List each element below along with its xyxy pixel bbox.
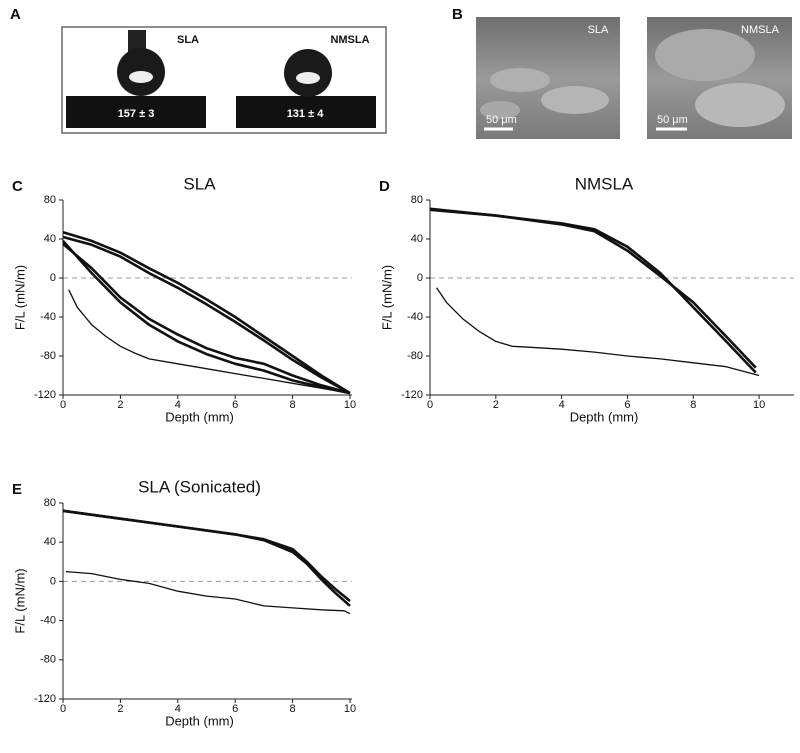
y-axis-label: F/L (mN/m) (12, 265, 27, 330)
panel-letter: A (10, 6, 21, 23)
x-axis-label: Depth (mm) (165, 409, 234, 424)
x-tick-label: 0 (60, 399, 66, 411)
needle (128, 30, 146, 54)
chart: E SLA (Sonicated) Depth (mm) F/L (mN/m) 0 2 4 6… (12, 477, 356, 728)
data-line (429, 208, 757, 369)
image-title: NMSLA (330, 34, 369, 46)
chart-title: SLA (Sonicated) (138, 477, 261, 496)
y-tick-label: 0 (417, 272, 423, 284)
data-line (62, 242, 351, 395)
x-axis-label: Depth (mm) (570, 409, 639, 424)
y-tick-label: 80 (411, 194, 423, 206)
x-tick-label: 2 (493, 399, 499, 411)
data-line (62, 509, 351, 603)
sem-feature (480, 101, 520, 119)
data-line (65, 570, 351, 615)
y-tick-label: -120 (34, 389, 56, 401)
x-tick-label: 4 (559, 399, 565, 411)
x-axis-label: Depth (mm) (165, 713, 234, 728)
x-tick-label: 8 (290, 703, 296, 715)
x-tick-label: 4 (175, 703, 181, 715)
sem-feature (541, 86, 609, 114)
y-tick-label: 40 (44, 233, 56, 245)
scale-bar-label: 50 μm (486, 114, 517, 126)
data-line (62, 235, 351, 395)
data-line (68, 289, 351, 394)
y-tick-label: -40 (40, 615, 56, 627)
contact-angle: 131 ± 4 (287, 108, 325, 120)
y-tick-label: -80 (407, 350, 423, 362)
scale-bar-label: 50 μm (657, 114, 688, 126)
y-tick-label: -120 (34, 693, 56, 705)
x-tick-label: 10 (753, 399, 765, 411)
image-title: SLA (588, 24, 609, 36)
y-axis-label: F/L (mN/m) (379, 265, 394, 330)
chart: D NMSLA Depth (mm) F/L (mN/m) 0 2 4 6 8 10 -120 -80… (379, 174, 794, 424)
y-tick-label: 0 (50, 575, 56, 587)
y-tick-label: 0 (50, 272, 56, 284)
x-tick-label: 2 (117, 703, 123, 715)
y-tick-label: -120 (401, 389, 423, 401)
x-tick-label: 8 (690, 399, 696, 411)
data-line (436, 287, 760, 377)
y-tick-label: 80 (44, 194, 56, 206)
y-axis-label: F/L (mN/m) (12, 568, 27, 633)
y-tick-label: -40 (40, 311, 56, 323)
panel-a: A SLA 157 ± 3 NMSLA 131 ± 4 (10, 6, 387, 134)
droplet-highlight (129, 71, 153, 83)
x-tick-label: 6 (232, 703, 238, 715)
x-tick-label: 10 (344, 703, 356, 715)
x-tick-label: 8 (290, 399, 296, 411)
y-tick-label: -40 (407, 311, 423, 323)
droplet-highlight (296, 72, 320, 84)
x-tick-label: 2 (117, 399, 123, 411)
x-tick-label: 6 (624, 399, 630, 411)
sem-feature (490, 68, 550, 92)
panel-b: B SLA 50 μm NMSLA 50 μm (452, 6, 792, 139)
y-tick-label: 80 (44, 497, 56, 509)
panel-letter: E (12, 481, 22, 498)
data-line (429, 207, 757, 374)
substrate (236, 96, 376, 128)
x-tick-label: 0 (60, 703, 66, 715)
chart-title: SLA (183, 174, 216, 193)
y-tick-label: -80 (40, 350, 56, 362)
image-title: SLA (177, 34, 199, 46)
x-tick-label: 0 (427, 399, 433, 411)
data-line (62, 240, 351, 395)
panel-letter: C (12, 178, 23, 195)
data-line (62, 230, 351, 395)
y-tick-label: 40 (44, 536, 56, 548)
contact-angle: 157 ± 3 (118, 108, 155, 120)
panel-letter: D (379, 178, 390, 195)
panel-letter: B (452, 6, 463, 23)
substrate (66, 96, 206, 128)
x-tick-label: 4 (175, 399, 181, 411)
y-tick-label: 40 (411, 233, 423, 245)
data-line (62, 509, 351, 607)
chart: C SLA Depth (mm) F/L (mN/m) 0 2 4 6 8 10 -120 -80 -4… (12, 174, 356, 424)
x-tick-label: 10 (344, 399, 356, 411)
image-title: NMSLA (741, 24, 780, 36)
x-tick-label: 6 (232, 399, 238, 411)
sem-feature (695, 83, 785, 127)
y-tick-label: -80 (40, 654, 56, 666)
sem-feature (655, 29, 755, 81)
chart-title: NMSLA (575, 174, 634, 193)
